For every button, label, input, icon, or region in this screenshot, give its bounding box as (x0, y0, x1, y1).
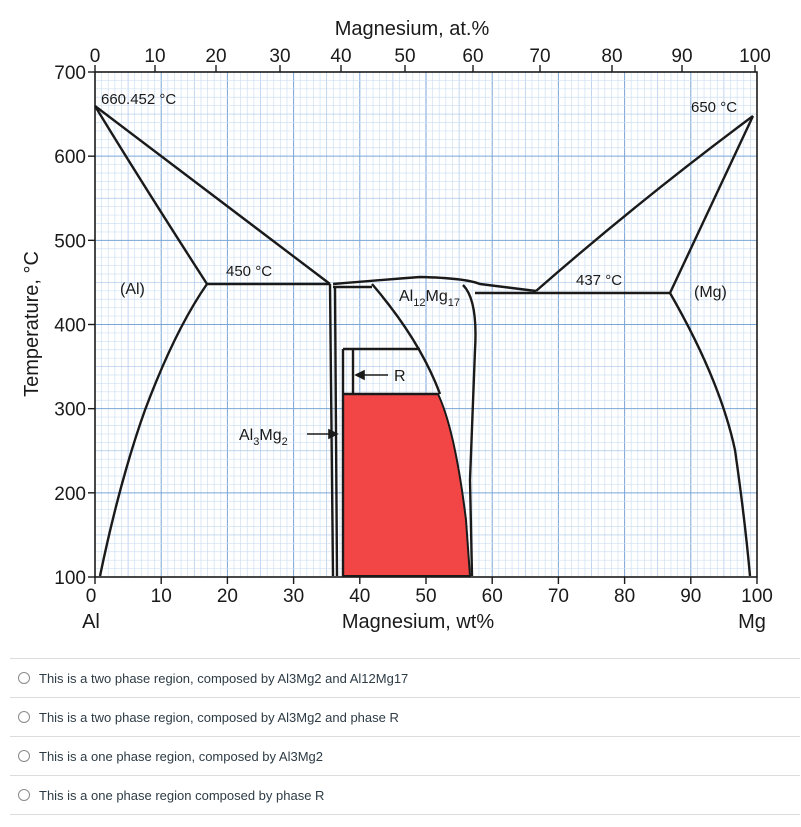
option-2[interactable]: This is a two phase region, composed by … (10, 697, 800, 736)
top-axis-title: Magnesium, at.% (335, 18, 490, 40)
y-tick-label: 300 (54, 400, 86, 421)
mg-phase-label: (Mg) (694, 284, 727, 301)
al3mg2-label: Al3Mg2 (239, 427, 288, 448)
y-axis-ticks: 700 600 500 400 300 200 100 (54, 63, 86, 589)
radio-button[interactable] (18, 711, 30, 723)
option-4[interactable]: This is a one phase region composed by p… (10, 775, 800, 815)
top-tick-label: 70 (529, 46, 550, 67)
bottom-tick-label: 60 (482, 586, 503, 607)
top-tick-label: 10 (144, 46, 165, 67)
liquidus-right (535, 115, 754, 292)
left-element-label: Al (82, 611, 100, 633)
highlighted-region (342, 393, 472, 577)
al12mg17-left (371, 283, 442, 395)
phase-diagram: Magnesium, at.% 0 10 20 30 40 50 60 70 80 90 100 0… (21, 18, 773, 633)
top-tick-label: 0 (90, 46, 101, 67)
r-phase-label: R (394, 368, 406, 385)
top-tick-label: 100 (739, 46, 771, 67)
solidus-right (668, 115, 755, 294)
top-tick-label: 80 (601, 46, 622, 67)
al-phase-label: (Al) (120, 281, 145, 298)
bottom-tick-label: 20 (217, 586, 238, 607)
y-tick-label: 700 (54, 63, 86, 84)
answer-options: This is a two phase region, composed by … (10, 658, 800, 815)
right-element-label: Mg (738, 611, 766, 633)
bottom-tick-label: 0 (86, 586, 97, 607)
bottom-tick-label: 70 (548, 586, 569, 607)
option-3[interactable]: This is a one phase region, composed by … (10, 736, 800, 775)
top-tick-label: 60 (462, 46, 483, 67)
option-label: This is a one phase region composed by p… (39, 787, 325, 803)
eutectic-al-label: 450 °C (226, 263, 272, 280)
y-tick-label: 200 (54, 484, 86, 505)
bottom-axis-ticks: 0 10 20 30 40 50 60 70 80 90 100 (86, 586, 773, 607)
arrows (307, 369, 388, 440)
option-label: This is a two phase region, composed by … (39, 709, 399, 725)
x-axis-title: Magnesium, wt% (342, 611, 494, 633)
option-label: This is a one phase region, composed by … (39, 748, 324, 764)
bottom-tick-label: 40 (349, 586, 370, 607)
top-tick-label: 20 (205, 46, 226, 67)
bottom-tick-label: 90 (680, 586, 701, 607)
al3mg2-arrow-head (328, 428, 339, 440)
eutectic-mg-label: 437 °C (576, 272, 622, 289)
solvus-left (98, 283, 208, 577)
liquidus-left (94, 105, 331, 285)
radio-button[interactable] (18, 789, 30, 801)
bottom-tick-label: 100 (741, 586, 773, 607)
top-tick-label: 30 (269, 46, 290, 67)
top-tick-label: 90 (671, 46, 692, 67)
solvus-right (668, 292, 752, 577)
al3mg2-left (328, 283, 335, 577)
al12mg17-dome (332, 275, 537, 293)
al12mg17-label: Al12Mg17 (399, 288, 460, 309)
y-tick-label: 600 (54, 147, 86, 168)
option-label: This is a two phase region, composed by … (39, 670, 409, 686)
option-1[interactable]: This is a two phase region, composed by … (10, 658, 800, 697)
y-tick-label: 400 (54, 316, 86, 337)
y-axis-title: Temperature, °C (21, 251, 43, 397)
mg-melting-label: 650 °C (691, 99, 737, 116)
solidus-left (93, 105, 209, 285)
top-axis-ticks: 0 10 20 30 40 50 60 70 80 90 100 (90, 46, 771, 67)
tick-marks (88, 65, 758, 584)
bottom-tick-label: 80 (614, 586, 635, 607)
phase-boundaries (93, 105, 755, 577)
bottom-tick-label: 50 (415, 586, 436, 607)
top-tick-label: 50 (394, 46, 415, 67)
y-tick-label: 500 (54, 231, 86, 252)
radio-button[interactable] (18, 750, 30, 762)
al3mg2-right (333, 286, 339, 577)
top-tick-label: 40 (330, 46, 351, 67)
r-arrow-head (354, 369, 365, 381)
radio-button[interactable] (18, 672, 30, 684)
al12mg17-right (462, 284, 477, 577)
y-tick-label: 100 (54, 568, 86, 589)
bottom-tick-label: 30 (283, 586, 304, 607)
bottom-tick-label: 10 (151, 586, 172, 607)
al-melting-label: 660.452 °C (101, 91, 176, 108)
